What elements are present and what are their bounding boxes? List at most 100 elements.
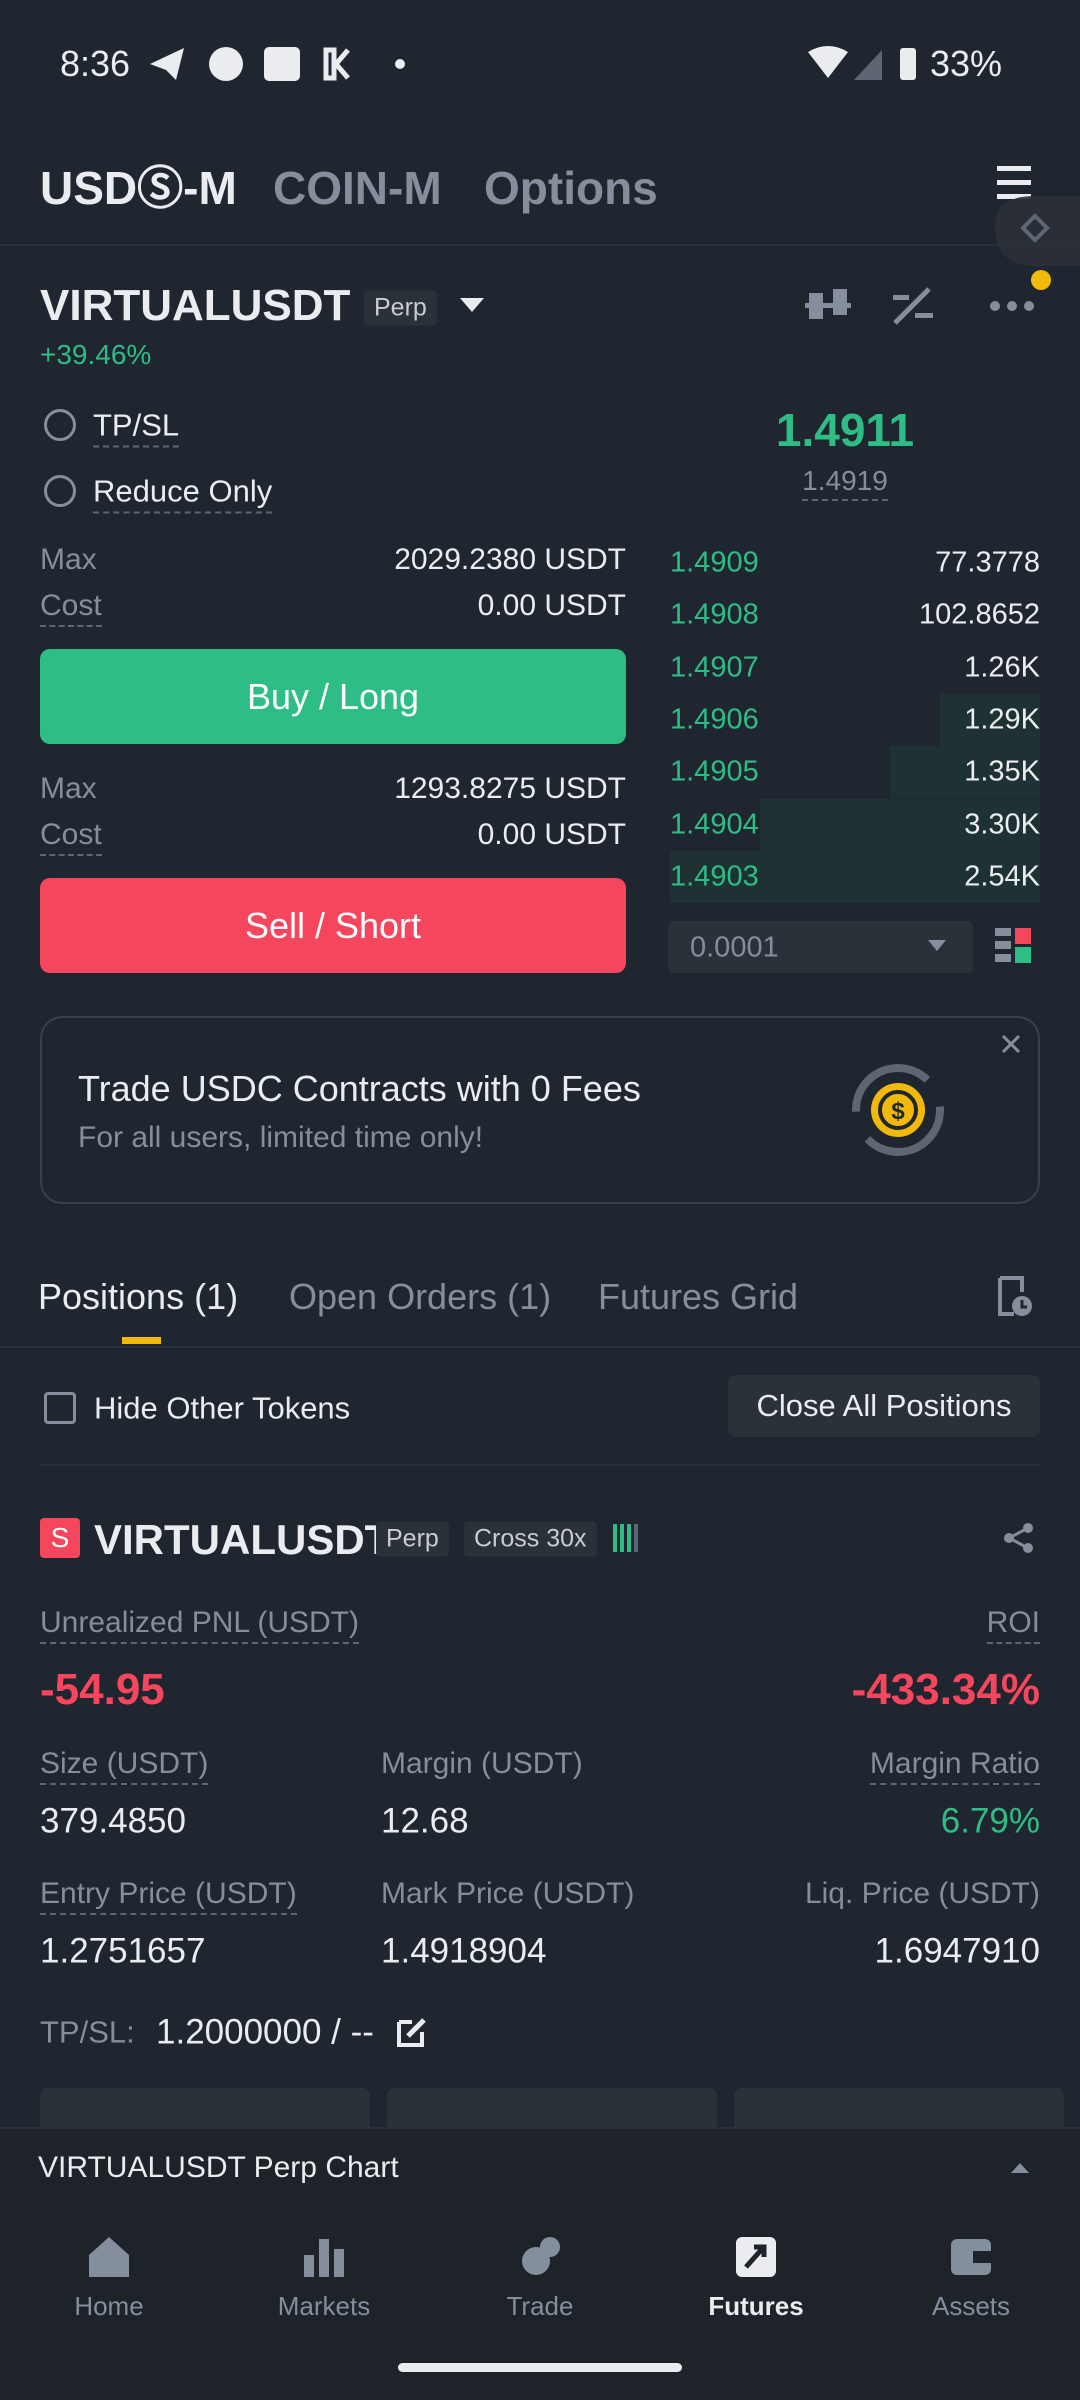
nav-icon[interactable] <box>300 2233 348 2281</box>
field-value: 1.6947910 <box>874 1931 1040 1971</box>
book-price: 1.4907 <box>670 651 759 684</box>
last-price: 1.4911 <box>775 404 915 456</box>
option-label[interactable]: Reduce Only <box>93 473 273 514</box>
field-label-wrap: Entry Price (USDT) <box>40 1877 297 1915</box>
nav-icon[interactable] <box>947 2233 995 2281</box>
position-symbol[interactable]: VIRTUALUSDT <box>94 1516 391 1563</box>
roi-value: -433.34% <box>851 1665 1040 1714</box>
field-value: 1.2751657 <box>40 1931 206 1971</box>
banner-icon: $ <box>852 1064 944 1156</box>
field-label: Margin (USDT) <box>381 1747 583 1780</box>
tick-size: 0.0001 <box>690 931 779 964</box>
symbol-dropdown[interactable] <box>460 298 484 314</box>
divider <box>0 1346 1080 1348</box>
symbol-change: +39.46% <box>40 339 152 370</box>
market-tab[interactable]: USDⓈ-M <box>40 162 237 214</box>
field-label-wrap: Margin (USDT) <box>381 1749 583 1779</box>
nav-icon[interactable] <box>516 2233 564 2281</box>
banner-title: Trade USDC Contracts with 0 Fees <box>78 1068 641 1109</box>
status-icons <box>150 47 405 81</box>
history-icon[interactable] <box>996 1276 1034 1318</box>
field-label: Size (USDT) <box>40 1747 209 1785</box>
tab-indicator <box>122 1337 161 1344</box>
chart-bar-label: VIRTUALUSDT Perp Chart <box>38 2151 399 2184</box>
nav-label[interactable]: Markets <box>277 2291 371 2321</box>
nav-label[interactable]: Trade <box>506 2291 574 2321</box>
field-label-wrap: Liq. Price (USDT) <box>805 1879 1040 1909</box>
promo-banner[interactable] <box>40 1016 1040 1204</box>
book-price: 1.4905 <box>670 755 759 788</box>
nav-icon[interactable] <box>732 2233 780 2281</box>
symbol-name[interactable]: VIRTUALUSDT <box>40 281 351 330</box>
book-amount: 1.26K <box>964 651 1040 684</box>
field-value: 379.4850 <box>40 1801 186 1841</box>
status-time: 8:36 <box>60 43 131 84</box>
book-amount: 1.35K <box>964 755 1040 788</box>
max-value: 1293.8275 USDT <box>394 772 626 805</box>
nav-label[interactable]: Assets <box>931 2291 1011 2321</box>
buy-button[interactable]: Buy / Long <box>40 649 626 744</box>
close-all-button[interactable]: Close All Positions <box>728 1375 1040 1437</box>
symbol-actions[interactable] <box>805 283 1045 329</box>
book-amount: 3.30K <box>964 808 1040 840</box>
nav-icon[interactable] <box>85 2233 133 2281</box>
checkbox[interactable] <box>44 1392 76 1424</box>
field-label: Margin Ratio <box>869 1747 1040 1785</box>
caret <box>928 940 946 951</box>
position-tab[interactable]: Open Orders (1) <box>289 1276 552 1317</box>
market-tab[interactable]: COIN-M <box>273 162 442 214</box>
battery: 33% <box>930 43 1003 84</box>
roi-label: ROI <box>986 1606 1040 1644</box>
radio[interactable] <box>44 475 76 507</box>
book-price: 1.4906 <box>670 703 759 736</box>
position-tab[interactable]: Positions (1) <box>38 1276 239 1317</box>
banner-close[interactable] <box>1001 1034 1021 1054</box>
depth-bar <box>760 798 1040 851</box>
book-price: 1.4908 <box>670 598 759 631</box>
depth-bar <box>940 693 1040 746</box>
share-icon[interactable] <box>1003 1522 1035 1554</box>
menu[interactable] <box>995 166 1080 276</box>
max-label: Max <box>40 543 97 576</box>
radio[interactable] <box>44 409 76 441</box>
notice-dot <box>1031 270 1051 290</box>
max-value: 2029.2380 USDT <box>394 543 626 576</box>
option-label[interactable]: TP/SL <box>93 407 180 448</box>
position-type: Perp <box>376 1521 449 1557</box>
tpsl-value: 1.2000000 / -- <box>156 2012 374 2052</box>
svg-text:$: $ <box>891 1098 905 1125</box>
tick-dropdown[interactable] <box>668 921 973 973</box>
field-label: Liq. Price (USDT) <box>804 1877 1040 1910</box>
market-tab[interactable]: Options <box>484 162 658 214</box>
edit-icon[interactable] <box>396 2016 428 2048</box>
chart-toggle[interactable] <box>1011 2161 1029 2173</box>
hide-tokens-label[interactable]: Hide Other Tokens <box>94 1390 351 1426</box>
side-badge: S <box>40 1518 80 1558</box>
nav-label[interactable]: Futures <box>708 2291 804 2321</box>
margin-mode: Cross 30x <box>464 1521 597 1557</box>
sell-button[interactable]: Sell / Short <box>40 878 626 973</box>
field-value: 1.4918904 <box>381 1931 547 1971</box>
home-indicator <box>398 2363 682 2372</box>
book-amount: 102.8652 <box>919 598 1040 631</box>
field-value: 12.68 <box>381 1801 469 1841</box>
divider <box>40 1464 1040 1466</box>
book-amount: 1.29K <box>964 703 1040 736</box>
cost-value: 0.00 USDT <box>477 589 626 622</box>
cost-label: Cost <box>40 589 102 627</box>
chart-bar[interactable] <box>0 2127 1080 2205</box>
position-tab[interactable]: Futures Grid <box>598 1276 799 1317</box>
book-price: 1.4903 <box>670 860 759 893</box>
book-layout[interactable] <box>995 928 1033 966</box>
field-label-wrap: Size (USDT) <box>40 1747 209 1785</box>
field-label: Entry Price (USDT) <box>40 1877 297 1915</box>
book-amount: 77.3778 <box>935 546 1040 579</box>
adl-indicator <box>613 1524 638 1552</box>
mark-price: 1.4919 <box>802 465 888 501</box>
nav-label[interactable]: Home <box>74 2291 144 2321</box>
book-price: 1.4904 <box>670 808 759 840</box>
cost-label: Cost <box>40 818 102 856</box>
pnl-value: -54.95 <box>40 1665 165 1714</box>
divider <box>0 244 1080 246</box>
